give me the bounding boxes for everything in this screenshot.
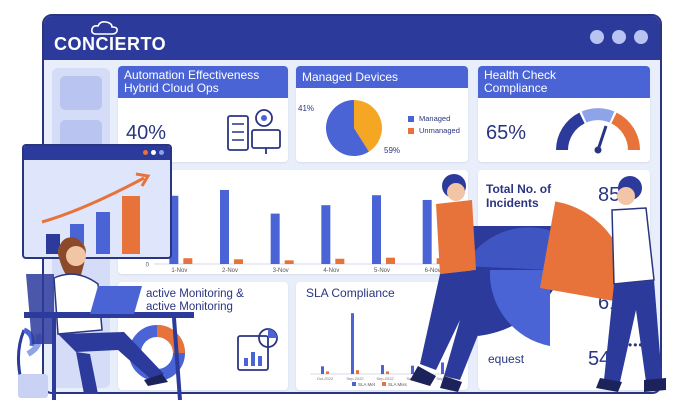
report-chart-icon	[237, 328, 278, 371]
health-title-line2: Compliance	[484, 81, 548, 95]
health-value: 65%	[486, 122, 527, 144]
pie-label-managed: 59%	[384, 146, 401, 155]
bar-primary[interactable]	[372, 195, 381, 264]
sla-title: SLA Compliance	[306, 286, 395, 300]
automation-title-line2: Hybrid Cloud Ops	[124, 81, 219, 95]
sla-x-tick-label: Sep-2022	[346, 376, 364, 381]
sla-legend-label: SLA Miss	[388, 382, 408, 387]
devices-pie	[326, 100, 382, 156]
x-tick-label: 3-Nov	[273, 268, 289, 274]
legend-unmanaged-text: Unmanaged	[419, 126, 460, 135]
health-title-line1: Health Check	[484, 68, 557, 82]
sla-legend-label: SLA Met	[358, 382, 376, 387]
health-check-card[interactable]: Health Check Compliance 65%	[478, 66, 650, 162]
pie-slice-unmanaged[interactable]	[354, 100, 382, 152]
daily-bar-chart-card[interactable]: 020040060080010001200140016001-Nov2-Nov3…	[118, 170, 468, 274]
sla-legend-swatch	[382, 382, 386, 386]
brand-logo: CONCIERTO	[54, 34, 167, 54]
incidents-title-line2: Incidents	[486, 196, 539, 210]
bar-primary[interactable]	[422, 199, 432, 264]
legend-managed: Managed	[408, 114, 450, 123]
x-tick-label: 2-Nov	[222, 268, 238, 274]
automation-value: 40%	[126, 122, 167, 144]
cloud-logo-icon	[91, 21, 118, 35]
incidents-title-line1: Total No. of	[486, 182, 552, 196]
bar-secondary[interactable]	[335, 258, 345, 264]
sla-x-tick-label: Oct-2022	[317, 376, 334, 381]
x-tick-label: 4-Nov	[323, 268, 339, 274]
devices-title: Managed Devices	[302, 70, 399, 84]
pie-slice-managed[interactable]	[326, 100, 370, 156]
pie-label-unmanaged: 41%	[298, 104, 315, 113]
sla-bar-miss[interactable]	[326, 371, 329, 374]
incidents-title: Total No. of Incidents	[486, 182, 551, 210]
sla-bar-met[interactable]	[441, 362, 444, 374]
server-gear-icon	[227, 109, 281, 154]
y-tick-label: 0	[146, 263, 150, 269]
bar-secondary[interactable]	[234, 259, 243, 264]
sla-bar-met[interactable]	[321, 366, 324, 374]
devices-card-header: Managed Devices	[296, 66, 468, 88]
bar-primary[interactable]	[321, 205, 331, 264]
automation-title-line1: Automation Effectiveness	[124, 68, 260, 82]
legend-managed-text: Managed	[419, 114, 451, 123]
sidebar-item-1[interactable]	[60, 76, 102, 110]
x-tick-label: 5-Nov	[374, 268, 390, 274]
health-card-header: Health Check Compliance	[478, 66, 650, 98]
more-icon[interactable]: •••	[628, 338, 644, 352]
request-label: equest	[488, 352, 525, 366]
title-bar: CONCIERTO	[44, 16, 660, 60]
people-carrying-pie-chart-illustration	[410, 174, 666, 392]
sla-x-tick-label: Sep-2022	[376, 376, 394, 381]
sla-bar-miss[interactable]	[386, 371, 389, 374]
window-dot-1[interactable]	[590, 30, 604, 44]
monitoring-title-line1: active Monitoring &	[146, 288, 244, 300]
window-dot-2[interactable]	[612, 30, 626, 44]
monitoring-title-line2: active Monitoring	[146, 301, 233, 313]
x-tick-label: 1-Nov	[171, 268, 187, 274]
managed-devices-card[interactable]: Managed Devices 41% 59% Managed Unmanage…	[296, 66, 468, 162]
bar-primary[interactable]	[169, 195, 179, 264]
bar-secondary[interactable]	[284, 260, 294, 264]
sla-bar-miss[interactable]	[356, 370, 359, 374]
bar-secondary[interactable]	[386, 257, 395, 264]
sla-bar-chart: Oct-2022Sep-2022Sep-2022Sep-2022Sep-2022…	[310, 313, 460, 387]
monitoring-title: active Monitoring & active Monitoring	[146, 288, 244, 314]
sla-legend-swatch	[352, 382, 356, 386]
legend-unmanaged: Unmanaged	[408, 126, 460, 135]
automation-card-header: Automation Effectiveness Hybrid Cloud Op…	[118, 66, 288, 98]
mini-title-bar	[24, 146, 170, 160]
woman-with-laptop-illustration	[17, 237, 194, 400]
window-dot-3[interactable]	[634, 30, 648, 44]
gauge-icon	[556, 108, 640, 154]
window-controls	[590, 30, 648, 44]
sla-bar-met[interactable]	[381, 365, 384, 374]
sla-bar-met[interactable]	[411, 365, 414, 374]
sla-bar-met[interactable]	[351, 313, 354, 374]
bar-primary[interactable]	[270, 213, 280, 264]
bar-secondary[interactable]	[183, 258, 193, 264]
bar-primary[interactable]	[220, 189, 229, 264]
x-tick-label: 6-Nov	[425, 268, 441, 274]
